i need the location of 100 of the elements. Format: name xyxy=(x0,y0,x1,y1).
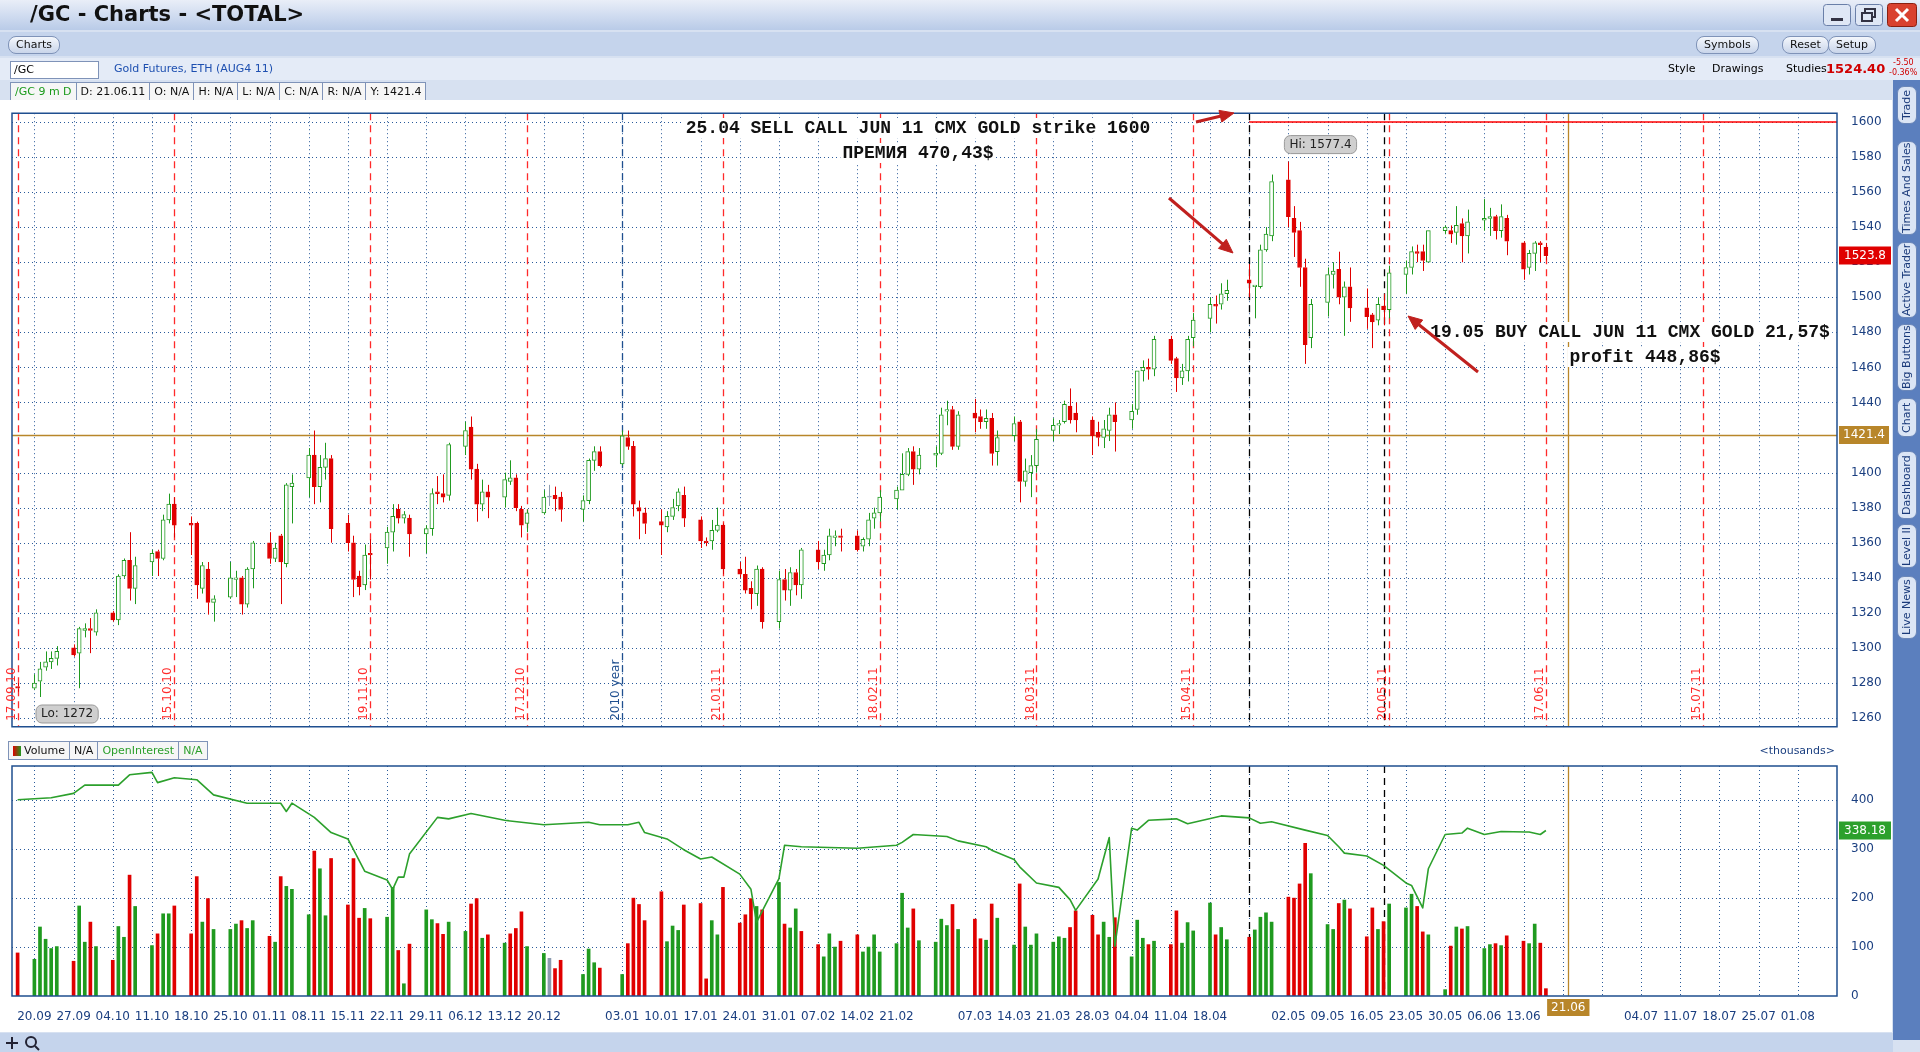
y-tick-label: 1340 xyxy=(1851,569,1882,584)
x-tick-label: 09.05 xyxy=(1310,1009,1345,1024)
x-tick-label: 01.08 xyxy=(1780,1009,1815,1024)
x-tick-label: 11.07 xyxy=(1663,1009,1698,1024)
x-tick-label: 22.11 xyxy=(369,1009,405,1024)
x-tick-label: 31.01 xyxy=(761,1009,797,1024)
ref-line-label: 21.01.11 xyxy=(709,667,724,721)
y-tick-label: 1480 xyxy=(1851,324,1882,339)
text: Dashboard xyxy=(1897,451,1917,519)
text: 1523.8 xyxy=(1844,247,1886,262)
x-tick-label: 21.03 xyxy=(1036,1009,1071,1024)
x-tick-label: 14.03 xyxy=(996,1009,1032,1024)
text: -5.50 xyxy=(1893,58,1914,67)
x-tick-label: 16.05 xyxy=(1349,1009,1384,1024)
annotation: profit 448,86$ xyxy=(1567,347,1723,367)
ref-line-label: 17.09.10 xyxy=(3,667,18,721)
text: C: N/A xyxy=(280,83,324,100)
text: Y: 1421.4 xyxy=(366,83,427,100)
x-tick-label: 18.07 xyxy=(1702,1009,1737,1024)
annotation: ПРЕМИЯ 470,43$ xyxy=(840,143,996,163)
annotation: 19.05 BUY CALL JUN 11 CMX GOLD 21,57$ xyxy=(1428,322,1832,342)
x-tick-label: 06.12 xyxy=(448,1009,483,1024)
y-tick-label: 1460 xyxy=(1851,359,1882,374)
x-tick-label: 25.07 xyxy=(1741,1009,1776,1024)
y-tick-label: 1540 xyxy=(1851,219,1882,234)
x-tick-label: 21.02 xyxy=(879,1009,914,1024)
x-tick-label: 07.03 xyxy=(957,1009,993,1024)
y-tick-label: 0 xyxy=(1851,988,1859,1003)
ref-line-label: 15.07.11 xyxy=(1688,667,1703,721)
annotation: 25.04 SELL CALL JUN 11 CMX GOLD strike 1600 xyxy=(683,118,1153,138)
x-tick-label: 18.10 xyxy=(173,1009,209,1024)
ref-line-label: 1421.4 xyxy=(1843,427,1885,442)
x-tick-label: 04.07 xyxy=(1623,1009,1659,1024)
annotation: Hi: 1577.4 xyxy=(1289,136,1352,151)
text: Chart xyxy=(1897,398,1917,437)
x-tick-label: 13.12 xyxy=(487,1009,522,1024)
text: Studies xyxy=(1786,62,1827,75)
text: Reset xyxy=(1782,36,1829,54)
annotation: Lo: 1272 xyxy=(40,706,94,721)
y-tick-label: 400 xyxy=(1851,792,1874,807)
text: Live News xyxy=(1897,576,1917,639)
y-tick-label: 1500 xyxy=(1851,289,1882,304)
y-tick-label: 1320 xyxy=(1851,604,1882,619)
text: Big Buttons xyxy=(1897,324,1917,391)
x-tick-label: 06.06 xyxy=(1467,1009,1502,1024)
x-tick-label: 02.05 xyxy=(1271,1009,1306,1024)
y-tick-label: 1400 xyxy=(1851,464,1882,479)
x-tick-label: 08.11 xyxy=(291,1009,326,1024)
y-tick-label: 1580 xyxy=(1851,149,1882,164)
x-tick-label: 23.05 xyxy=(1388,1009,1424,1024)
text: L: N/A xyxy=(238,83,281,100)
y-tick-label: 1440 xyxy=(1851,394,1882,409)
text: D: 21.06.11 xyxy=(76,83,151,100)
ref-line-label: 20.05.11 xyxy=(1375,667,1390,721)
x-tick-label: 28.03 xyxy=(1075,1009,1110,1024)
text: Times And Sales xyxy=(1897,141,1917,235)
x-tick-label: 14.02 xyxy=(840,1009,875,1024)
x-tick-label: 04.10 xyxy=(95,1009,130,1024)
ref-line-label: 18.02.11 xyxy=(865,667,880,721)
text: Drawings xyxy=(1712,62,1764,75)
y-tick-label: 1360 xyxy=(1851,534,1882,549)
y-tick-label: 100 xyxy=(1851,939,1874,954)
ref-line-label: 17.06.11 xyxy=(1532,667,1547,721)
ref-line-label: 17.12.10 xyxy=(513,667,528,721)
legend-label: Volume xyxy=(9,742,70,759)
text: Style xyxy=(1668,62,1696,75)
y-tick-label: 200 xyxy=(1851,890,1874,905)
text: Gold Futures, ETH (AUG4 11) xyxy=(114,62,274,75)
ref-line-label: 2010 year xyxy=(608,659,623,721)
text: <thousands> xyxy=(1759,744,1835,757)
ref-line-label: 15.10.10 xyxy=(160,667,175,721)
chart-title: /GC - Charts - <TOTAL> xyxy=(30,2,305,26)
x-tick-label: 30.05 xyxy=(1427,1009,1463,1024)
y-tick-label: 1260 xyxy=(1851,710,1882,725)
x-tick-label: 15.11 xyxy=(330,1009,366,1024)
y-tick-label: 1280 xyxy=(1851,675,1882,690)
text: /GC xyxy=(10,61,99,79)
text: /GC 9 m D xyxy=(11,83,77,100)
y-tick-label: 1380 xyxy=(1851,499,1882,514)
x-tick-label: 04.04 xyxy=(1114,1009,1149,1024)
ref-line-label: 15.04.11 xyxy=(1179,667,1194,721)
x-tick-label: 18.04 xyxy=(1192,1009,1228,1024)
text: O: N/A xyxy=(150,83,195,100)
x-tick-label: 20.12 xyxy=(526,1009,561,1024)
ref-line-label: 21.06 xyxy=(1551,1000,1586,1015)
text: N/A xyxy=(69,742,99,759)
x-tick-label: 20.09 xyxy=(17,1009,52,1024)
text: N/A xyxy=(179,742,208,759)
y-tick-label: 1300 xyxy=(1851,640,1882,655)
x-tick-label: 10.01 xyxy=(644,1009,679,1024)
text: Trade xyxy=(1897,86,1917,124)
text: Symbols xyxy=(1696,36,1759,54)
x-tick-label: 17.01 xyxy=(683,1009,718,1024)
text: Setup xyxy=(1828,36,1877,54)
x-tick-label: 03.01 xyxy=(605,1009,640,1024)
ref-line-label: 18.03.11 xyxy=(1022,667,1037,721)
y-tick-label: 1560 xyxy=(1851,184,1882,199)
y-tick-label: 300 xyxy=(1851,841,1874,856)
x-tick-label: 24.01 xyxy=(722,1009,757,1024)
x-tick-label: 11.04 xyxy=(1153,1009,1188,1024)
